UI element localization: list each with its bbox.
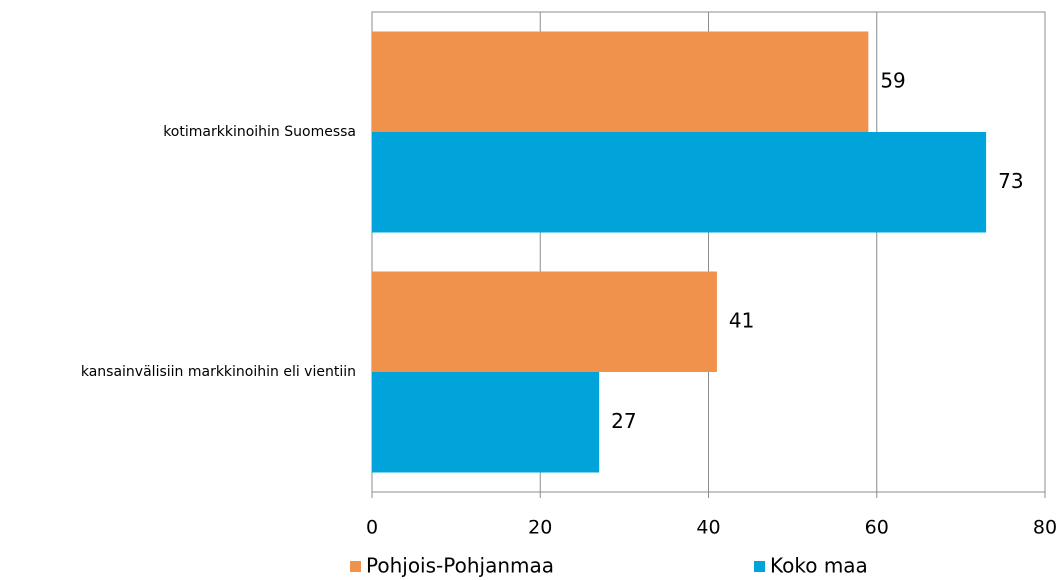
plot-border — [371, 11, 1046, 493]
bar — [372, 31, 869, 132]
x-tick-label: 20 — [528, 517, 552, 539]
x-tick-label: 80 — [1033, 517, 1057, 539]
data-label: 59 — [880, 68, 905, 92]
legend-label: Koko maa — [770, 554, 868, 578]
data-label: 41 — [729, 308, 754, 332]
category-label: kansainvälisiin markkinoihin eli vientii… — [81, 364, 356, 380]
x-tick-label: 40 — [696, 517, 720, 539]
data-label: 27 — [611, 409, 636, 433]
x-tick-label: 0 — [366, 517, 378, 539]
bar — [372, 132, 987, 233]
category-label: kotimarkkinoihin Suomessa — [163, 124, 356, 140]
bar — [372, 372, 600, 473]
data-label: 73 — [998, 169, 1023, 193]
legend-swatch — [350, 561, 361, 572]
legend-swatch — [754, 561, 765, 572]
bar — [372, 271, 717, 372]
legend-label: Pohjois-Pohjanmaa — [366, 554, 554, 578]
x-tick-label: 60 — [865, 517, 889, 539]
